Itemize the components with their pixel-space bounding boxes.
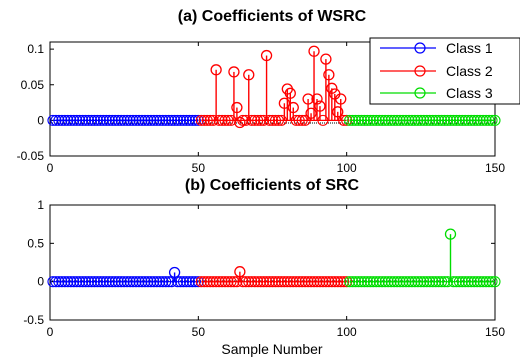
stem-marker-class-2 [308,45,320,57]
stem-marker-class-2 [278,97,291,109]
stem-marker-class-2 [234,116,246,129]
stem-marker-class-2 [287,101,299,114]
chart-title: (b) Coefficients of SRC [185,177,360,194]
y-tick-label: -0.05 [17,149,45,163]
legend: Class 1 Class 2 Class 3 [369,37,520,105]
y-tick-label: 1 [37,198,44,212]
panel-a: (a) Coefficients of WSRC 0 50 100 150 -0.05… [17,8,520,175]
stem-marker-class-2 [305,107,317,119]
legend-label-class-3: Class 3 [446,85,493,101]
stem-marker-class-2 [314,100,326,112]
y-tick-labels: -0.5 0 0.5 1 [23,198,44,327]
stem-marker-class-1 [168,266,181,279]
x-tick-label: 50 [192,161,206,175]
y-tick-label: 0.1 [27,42,44,56]
y-tick-label: -0.5 [23,313,44,327]
x-tick-label: 100 [337,325,357,339]
legend-marker-class-2 [414,65,426,77]
stem-marker-class-2 [228,66,240,78]
x-tick-label: 150 [485,161,505,175]
stem-marker-class-2 [260,49,273,62]
stem-series [47,45,501,129]
legend-entry-class-3: Class 3 [380,85,493,101]
legend-entry-class-1: Class 1 [380,40,493,56]
stem-marker-class-2 [302,93,314,105]
stem-series [47,228,501,288]
x-tick-label: 50 [192,325,206,339]
x-tick-label: 150 [485,325,505,339]
y-tick-label: 0 [37,275,44,289]
x-tick-label: 0 [47,161,54,175]
stem-marker-class-2 [231,101,243,114]
stem-marker-class-3 [444,228,457,240]
stem-marker-class-2 [243,69,255,81]
stem-marker-class-2 [320,53,332,65]
stem-marker-class-2 [326,82,338,94]
legend-entry-class-2: Class 2 [380,63,493,79]
stem-marker-class-2 [234,266,246,278]
axes-frame [49,204,496,321]
stem-marker-class-2 [210,64,222,76]
legend-marker-class-1 [414,42,426,54]
legend-label-class-2: Class 2 [446,63,493,79]
panel-b: (b) Coefficients of SRC 0 50 100 150 -0.500… [23,177,505,357]
x-tick-labels: 0 50 100 150 [47,161,506,175]
y-tick-label: 0.5 [27,236,44,250]
x-tick-label: 0 [47,325,54,339]
y-tick-label: 0 [37,113,44,127]
x-tick-label: 100 [337,161,357,175]
stem-marker-class-2 [335,93,347,105]
x-axis-label: Sample Number [221,341,322,357]
x-tick-labels: 0 50 100 150 [47,325,506,339]
y-tick-label: 0.05 [21,78,45,92]
stem-marker-class-2 [284,87,296,99]
stem-marker-class-2 [311,93,323,105]
legend-marker-class-3 [414,87,426,99]
stem-marker-class-2 [332,106,344,118]
stem-marker-class-2 [323,69,335,81]
chart-title: (a) Coefficients of WSRC [178,8,367,25]
y-tick-labels: -0.05 0 0.05 0.1 [17,42,45,163]
legend-label-class-1: Class 1 [446,40,493,56]
